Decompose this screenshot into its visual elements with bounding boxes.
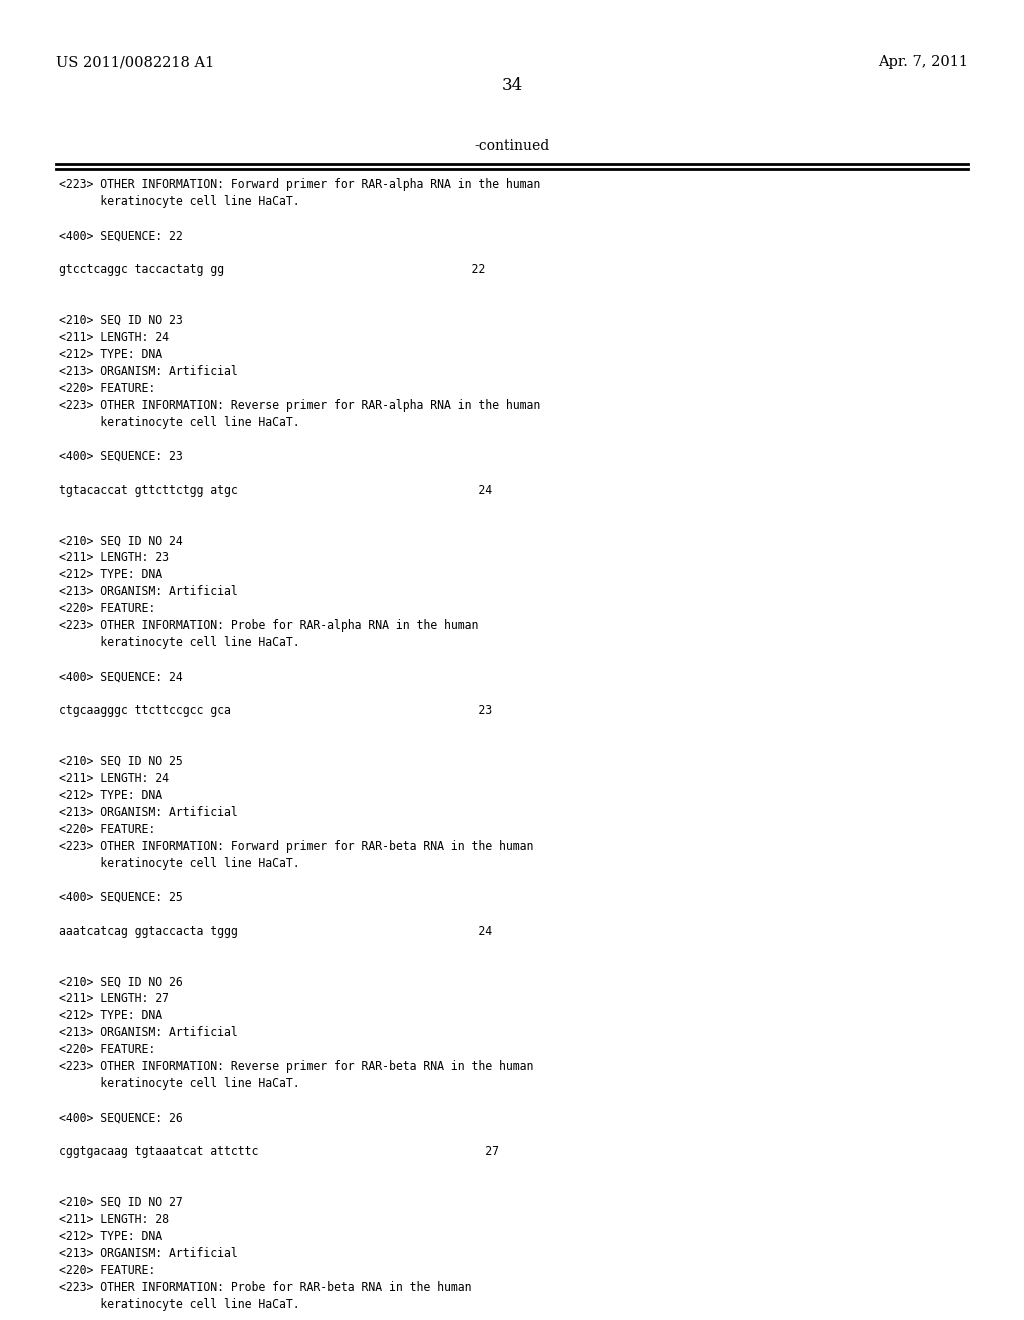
Text: <400> SEQUENCE: 25: <400> SEQUENCE: 25 [59,891,183,904]
Text: <220> FEATURE:: <220> FEATURE: [59,381,156,395]
Text: keratinocyte cell line HaCaT.: keratinocyte cell line HaCaT. [59,195,300,209]
Text: keratinocyte cell line HaCaT.: keratinocyte cell line HaCaT. [59,636,300,649]
Text: <213> ORGANISM: Artificial: <213> ORGANISM: Artificial [59,805,239,818]
Text: <211> LENGTH: 24: <211> LENGTH: 24 [59,772,169,785]
Text: <210> SEQ ID NO 27: <210> SEQ ID NO 27 [59,1196,183,1209]
Text: keratinocyte cell line HaCaT.: keratinocyte cell line HaCaT. [59,1298,300,1311]
Text: keratinocyte cell line HaCaT.: keratinocyte cell line HaCaT. [59,857,300,870]
Text: <223> OTHER INFORMATION: Probe for RAR-beta RNA in the human: <223> OTHER INFORMATION: Probe for RAR-b… [59,1280,472,1294]
Text: <220> FEATURE:: <220> FEATURE: [59,602,156,615]
Text: <210> SEQ ID NO 26: <210> SEQ ID NO 26 [59,975,183,989]
Text: <213> ORGANISM: Artificial: <213> ORGANISM: Artificial [59,1247,239,1259]
Text: <223> OTHER INFORMATION: Reverse primer for RAR-alpha RNA in the human: <223> OTHER INFORMATION: Reverse primer … [59,399,541,412]
Text: <211> LENGTH: 24: <211> LENGTH: 24 [59,331,169,343]
Text: <212> TYPE: DNA: <212> TYPE: DNA [59,1010,163,1022]
Text: <210> SEQ ID NO 25: <210> SEQ ID NO 25 [59,755,183,768]
Text: keratinocyte cell line HaCaT.: keratinocyte cell line HaCaT. [59,1077,300,1090]
Text: cggtgacaag tgtaaatcat attcttc                                 27: cggtgacaag tgtaaatcat attcttc 27 [59,1144,500,1158]
Text: <400> SEQUENCE: 26: <400> SEQUENCE: 26 [59,1111,183,1125]
Text: <213> ORGANISM: Artificial: <213> ORGANISM: Artificial [59,1027,239,1039]
Text: <211> LENGTH: 23: <211> LENGTH: 23 [59,552,169,565]
Text: <212> TYPE: DNA: <212> TYPE: DNA [59,789,163,801]
Text: tgtacaccat gttcttctgg atgc                                   24: tgtacaccat gttcttctgg atgc 24 [59,483,493,496]
Text: <211> LENGTH: 27: <211> LENGTH: 27 [59,993,169,1006]
Text: <211> LENGTH: 28: <211> LENGTH: 28 [59,1213,169,1226]
Text: <210> SEQ ID NO 24: <210> SEQ ID NO 24 [59,535,183,548]
Text: <220> FEATURE:: <220> FEATURE: [59,822,156,836]
Text: <213> ORGANISM: Artificial: <213> ORGANISM: Artificial [59,585,239,598]
Text: <400> SEQUENCE: 24: <400> SEQUENCE: 24 [59,671,183,682]
Text: <210> SEQ ID NO 23: <210> SEQ ID NO 23 [59,314,183,327]
Text: <223> OTHER INFORMATION: Probe for RAR-alpha RNA in the human: <223> OTHER INFORMATION: Probe for RAR-a… [59,619,479,632]
Text: <212> TYPE: DNA: <212> TYPE: DNA [59,569,163,581]
Text: <223> OTHER INFORMATION: Forward primer for RAR-beta RNA in the human: <223> OTHER INFORMATION: Forward primer … [59,840,534,853]
Text: keratinocyte cell line HaCaT.: keratinocyte cell line HaCaT. [59,416,300,429]
Text: <223> OTHER INFORMATION: Reverse primer for RAR-beta RNA in the human: <223> OTHER INFORMATION: Reverse primer … [59,1060,534,1073]
Text: <212> TYPE: DNA: <212> TYPE: DNA [59,348,163,360]
Text: -continued: -continued [474,139,550,153]
Text: <212> TYPE: DNA: <212> TYPE: DNA [59,1230,163,1243]
Text: ctgcaagggc ttcttccgcc gca                                    23: ctgcaagggc ttcttccgcc gca 23 [59,704,493,717]
Text: <213> ORGANISM: Artificial: <213> ORGANISM: Artificial [59,364,239,378]
Text: <220> FEATURE:: <220> FEATURE: [59,1043,156,1056]
Text: <400> SEQUENCE: 22: <400> SEQUENCE: 22 [59,230,183,242]
Text: <220> FEATURE:: <220> FEATURE: [59,1263,156,1276]
Text: gtcctcaggc taccactatg gg                                    22: gtcctcaggc taccactatg gg 22 [59,263,485,276]
Text: <400> SEQUENCE: 23: <400> SEQUENCE: 23 [59,450,183,462]
Text: <223> OTHER INFORMATION: Forward primer for RAR-alpha RNA in the human: <223> OTHER INFORMATION: Forward primer … [59,178,541,191]
Text: aaatcatcag ggtaccacta tggg                                   24: aaatcatcag ggtaccacta tggg 24 [59,924,493,937]
Text: US 2011/0082218 A1: US 2011/0082218 A1 [56,55,215,70]
Text: 34: 34 [502,77,522,94]
Text: Apr. 7, 2011: Apr. 7, 2011 [878,55,968,70]
